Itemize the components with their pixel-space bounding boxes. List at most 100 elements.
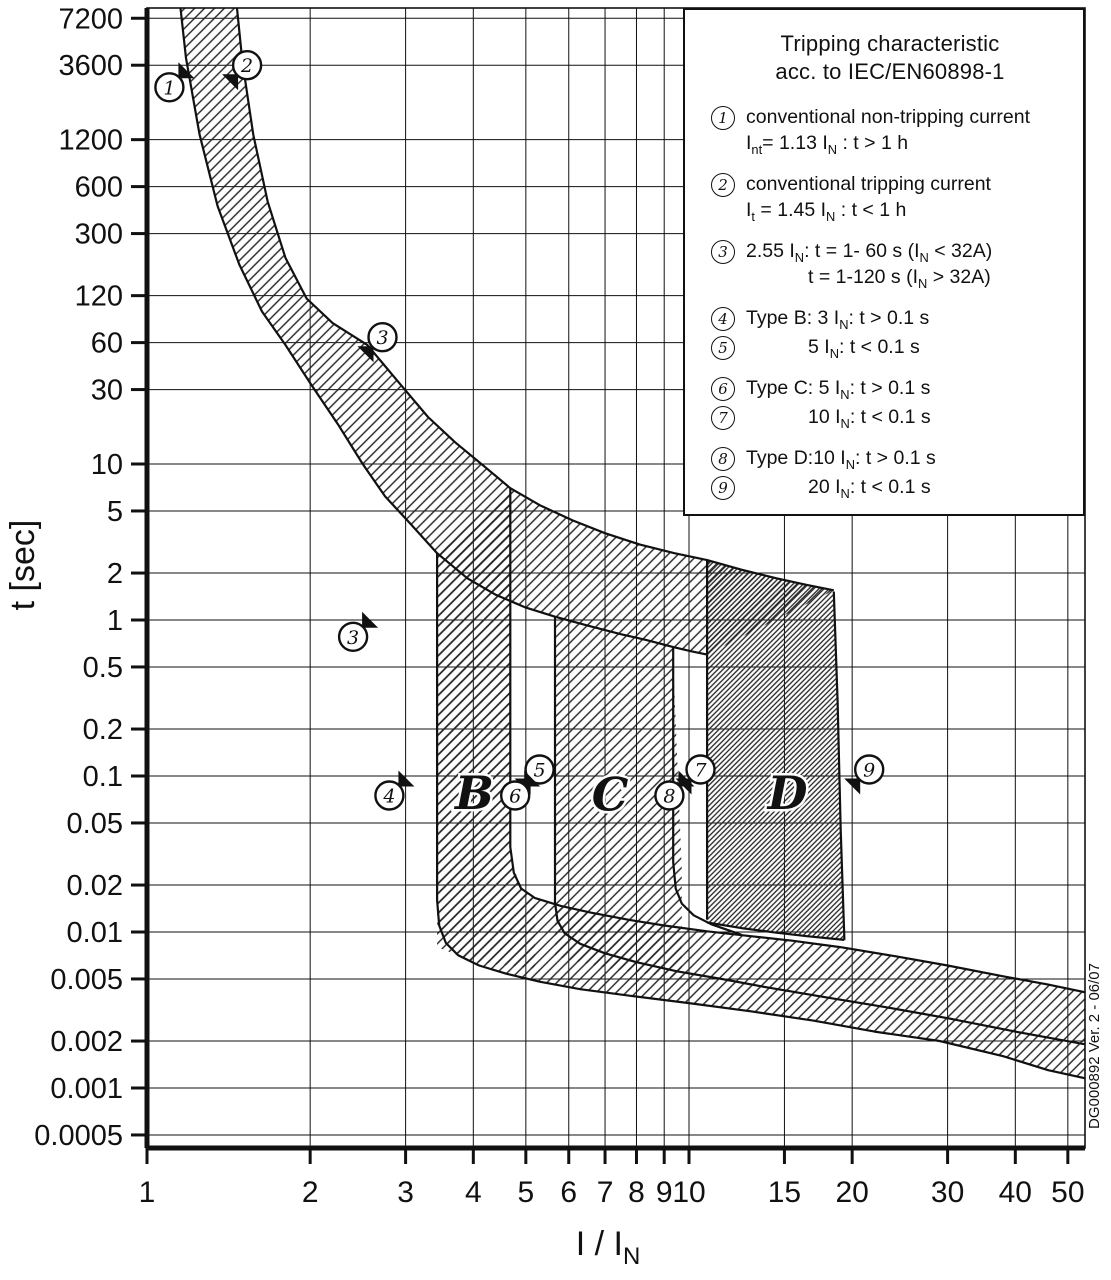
legend-line: 10 IN: t < 0.1 s [808,406,931,431]
legend-title: Tripping characteristic [780,31,1000,56]
x-tick-label: 10 [672,1176,705,1209]
marker-4: 4 [374,770,415,811]
x-tick-label: 30 [931,1176,964,1209]
y-tick-label: 3600 [58,50,123,82]
marker-8: 8 [654,770,695,811]
marker-flag-triangle [362,611,379,628]
circled-number-2: 2 [711,173,735,197]
legend-item-1: 1 conventional non-tripping current Int= 1… [711,104,1069,156]
legend-item-8: 8 Type D:10 IN: t > 0.1 s [711,445,1069,471]
y-axis-title: t [sec] [4,520,42,611]
tick-marks [131,16,1070,1164]
band-letter-C: C [592,768,629,822]
legend-items: 1 conventional non-tripping current Int= 1… [711,104,1069,500]
y-tick-label: 10 [91,449,123,481]
circled-number-6: 6 [711,377,735,401]
marker-number: 2 [240,55,253,77]
marker-circle [500,780,531,811]
x-tick-label: 6 [560,1176,577,1209]
circled-number-4: 4 [711,307,735,331]
marker-6: 6 [500,770,541,811]
band-letter-B: B [453,766,494,820]
y-tick-label: 0.02 [67,870,123,902]
marker-3: 3 [337,611,379,652]
legend-item-5: 5 5 IN: t < 0.1 s [711,334,1069,360]
y-tick-label: 2 [107,558,123,590]
marker-circle [854,754,885,785]
marker-flag-triangle [398,770,415,787]
curve-non-tripping-1 [179,8,708,656]
legend-line: t = 1-120 s (IN > 32A) [808,266,991,291]
marker-1: 1 [154,62,195,103]
y-tick-label: 30 [91,375,123,407]
circled-number-5: 5 [711,336,735,360]
curve-b-upper [509,488,1085,994]
curve-tripping-2 [235,8,835,592]
legend-item-4: 4 Type B: 3 IN: t > 0.1 s [711,305,1069,331]
legend-item-text: conventional tripping current It = 1.45 I… [746,171,991,223]
y-tick-label: 0.0005 [34,1120,123,1152]
tick-labels: 7200360012006003001206030105210.50.20.10… [34,3,1084,1209]
y-tick-label: 120 [75,281,123,313]
marker-flag-triangle [357,346,374,363]
marker-number: 3 [347,627,359,649]
type-d-band [707,560,845,940]
marker-number: 3 [376,327,388,349]
marker-number: 6 [509,786,521,808]
type-c-band [555,616,682,979]
marker-flag-triangle [222,74,239,91]
bands [180,8,1085,1079]
legend-item-text: 2.55 IN: t = 1- 60 s (IN < 32A) t = 1-120… [746,238,992,290]
x-tick-label: 20 [835,1176,868,1209]
y-tick-label: 0.005 [50,964,123,996]
y-tick-label: 600 [75,172,123,204]
marker-flag-triangle [178,62,195,79]
legend-item-text: Type D:10 IN: t > 0.1 s [746,445,936,471]
x-tick-label: 8 [628,1176,645,1209]
legend-line: 2.55 IN: t = 1- 60 s (IN < 32A) [746,240,993,265]
x-tick-label: 15 [768,1176,801,1209]
curve-d-bottom [706,921,845,941]
legend-box: Tripping characteristic acc. to IEC/EN60… [683,8,1085,516]
y-tick-label: 1 [107,605,123,637]
x-tick-label: 4 [465,1176,482,1209]
y-tick-label: 300 [75,219,123,251]
document-code-label: DG000892 Ver. 2 - 06/07 [1086,963,1103,1129]
legend-item-6: 6 Type C: 5 IN: t > 0.1 s [711,375,1069,401]
circled-number-3: 3 [711,240,735,264]
x-tick-label: 2 [302,1176,319,1209]
boundary-curves [179,8,1085,1080]
legend-item-text: 10 IN: t < 0.1 s [746,404,931,430]
y-tick-label: 0.05 [67,808,123,840]
y-tick-label: 0.5 [83,652,123,684]
marker-number: 5 [534,760,546,782]
legend-line: Type C: 5 IN: t > 0.1 s [746,377,931,402]
legend-item-7: 7 10 IN: t < 0.1 s [711,404,1069,430]
legend-line: 20 IN: t < 0.1 s [808,476,931,501]
circled-number-8: 8 [711,447,735,471]
marker-3: 3 [357,322,398,363]
legend-line: 5 IN: t < 0.1 s [808,336,920,361]
marker-9: 9 [844,754,885,795]
marker-circle [685,754,716,785]
y-tick-label: 0.01 [67,917,123,949]
legend-line: Type B: 3 IN: t > 0.1 s [746,307,930,332]
y-tick-label: 60 [91,328,123,360]
curve-d-right [832,591,846,940]
legend-line: Int= 1.13 IN : t > 1 h [746,132,909,157]
y-tick-label: 0.002 [50,1026,123,1058]
x-tick-label: 3 [397,1176,414,1209]
x-tick-label: 5 [517,1176,534,1209]
x-tick-label: 9 [656,1176,673,1209]
marker-circle [374,780,405,811]
circled-number-9: 9 [711,476,735,500]
band-letter-D: D [766,766,808,820]
legend-item-text: 20 IN: t < 0.1 s [746,474,931,500]
y-tick-label: 0.2 [83,714,123,746]
y-tick-label: 7200 [58,3,123,35]
type-b-band [437,488,536,969]
circled-number-1: 1 [711,106,735,130]
y-tick-label: 5 [107,496,123,528]
